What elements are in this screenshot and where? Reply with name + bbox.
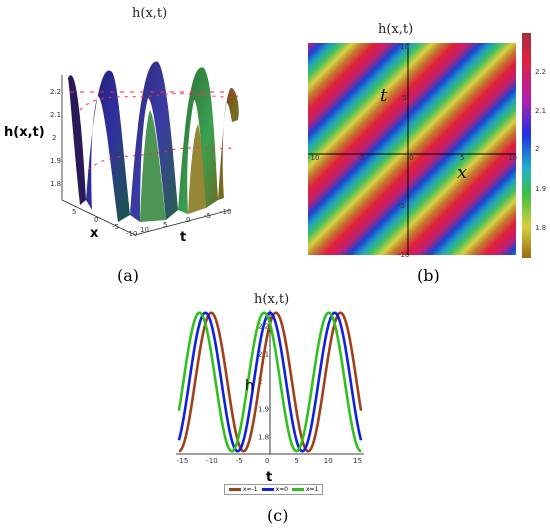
x-tick-2: 0 <box>94 216 98 224</box>
hx-tick-3: 0 <box>409 154 413 162</box>
cb-tick-2: 2.1 <box>535 107 546 115</box>
hx-tick-4: 5 <box>460 154 464 162</box>
hy-tick-4: -5 <box>398 202 405 210</box>
z-tick-2: 2.1 <box>50 111 61 119</box>
panel-c-title: h(x,t) <box>254 292 290 307</box>
series-line-3 <box>177 311 362 453</box>
cb-tick-3: 2 <box>535 145 539 153</box>
line-y-tick: 1.9 <box>258 406 269 414</box>
z-tick-5: 1.8 <box>50 180 61 188</box>
x-tick-4: -10 <box>126 230 137 238</box>
line-y-tick: 1.8 <box>258 433 269 441</box>
panel-a-x-ticks: 5 0 -5 -10 <box>72 208 137 238</box>
t-tick-4: -5 <box>204 212 211 220</box>
line-x-tick: -5 <box>236 457 243 465</box>
colorbar-ticks: 2.2 2.1 2 1.9 1.8 <box>535 68 546 232</box>
hx-tick-1: -10 <box>308 154 319 162</box>
x-tick-3: -5 <box>112 223 119 231</box>
cb-tick-4: 1.9 <box>535 185 546 193</box>
panel-a-xlabel: x <box>90 226 99 241</box>
cb-tick-1: 2.2 <box>535 68 546 76</box>
hx-tick-2: -5 <box>358 154 365 162</box>
legend-item-3: x=1 <box>291 486 318 493</box>
series-line-2 <box>177 311 363 453</box>
line-x-tick: -15 <box>177 457 188 465</box>
panel-a-label: (a) <box>117 266 140 285</box>
panel-c-label: (c) <box>267 506 289 525</box>
panel-c-line-chart: -15 -10 -5 0 5 10 151.81.922.12.2 <box>176 310 364 465</box>
panel-a-t-ticks: 10 5 0 -5 -10 <box>140 208 231 234</box>
panel-a-surface: 2.2 2.1 2 1.9 1.8 5 0 -5 -10 10 5 0 -5 -… <box>50 61 240 238</box>
t-tick-3: 0 <box>186 216 190 224</box>
cb-tick-5: 1.8 <box>535 224 546 232</box>
panel-b-title: h(x,t) <box>378 22 414 37</box>
panel-b-x-ticks: -10 -5 0 5 10 <box>308 154 517 162</box>
legend-item-1: x=-1 <box>229 486 258 493</box>
hy-tick-5: -10 <box>398 251 409 259</box>
t-tick-1: 10 <box>140 226 149 234</box>
panel-c-xlabel: t <box>266 470 273 485</box>
z-tick-3: 2 <box>52 134 56 142</box>
panel-b-y-ticks: 10 5 -5 -10 <box>398 43 409 259</box>
t-tick-2: 5 <box>163 221 167 229</box>
hx-tick-5: 10 <box>508 154 517 162</box>
panel-c-ylabel: h <box>245 378 254 394</box>
panel-a-title: h(x,t) <box>132 6 168 21</box>
panel-b-xlabel: x <box>457 162 467 183</box>
z-tick-4: 1.9 <box>50 157 61 165</box>
line-x-tick: 10 <box>324 457 333 465</box>
hy-tick-1: 10 <box>400 43 409 51</box>
line-x-tick: -10 <box>206 457 217 465</box>
hy-tick-2: 5 <box>402 94 406 102</box>
legend-item-2: x=0 <box>261 486 288 493</box>
t-tick-5: -10 <box>220 208 231 216</box>
line-x-tick: 15 <box>353 457 362 465</box>
panel-b-tlabel: t <box>380 85 388 106</box>
colorbar <box>522 33 531 258</box>
z-tick-1: 2.2 <box>50 88 61 96</box>
panel-b-heatmap: -10 -5 0 5 10 10 5 -5 -10 t x 2.2 2.1 2 … <box>308 33 546 259</box>
panel-b-label: (b) <box>417 266 440 285</box>
line-x-tick: 5 <box>294 457 298 465</box>
panel-a-zlabel: h(x,t) <box>4 125 45 140</box>
x-tick-1: 5 <box>72 208 76 216</box>
heatmap-field <box>308 43 516 255</box>
panel-a-z-ticks: 2.2 2.1 2 1.9 1.8 <box>50 88 61 188</box>
panel-c-legend: x=-1 x=0 x=1 <box>224 484 324 495</box>
line-x-tick: 0 <box>265 457 269 465</box>
panel-a-tlabel: t <box>180 230 187 245</box>
